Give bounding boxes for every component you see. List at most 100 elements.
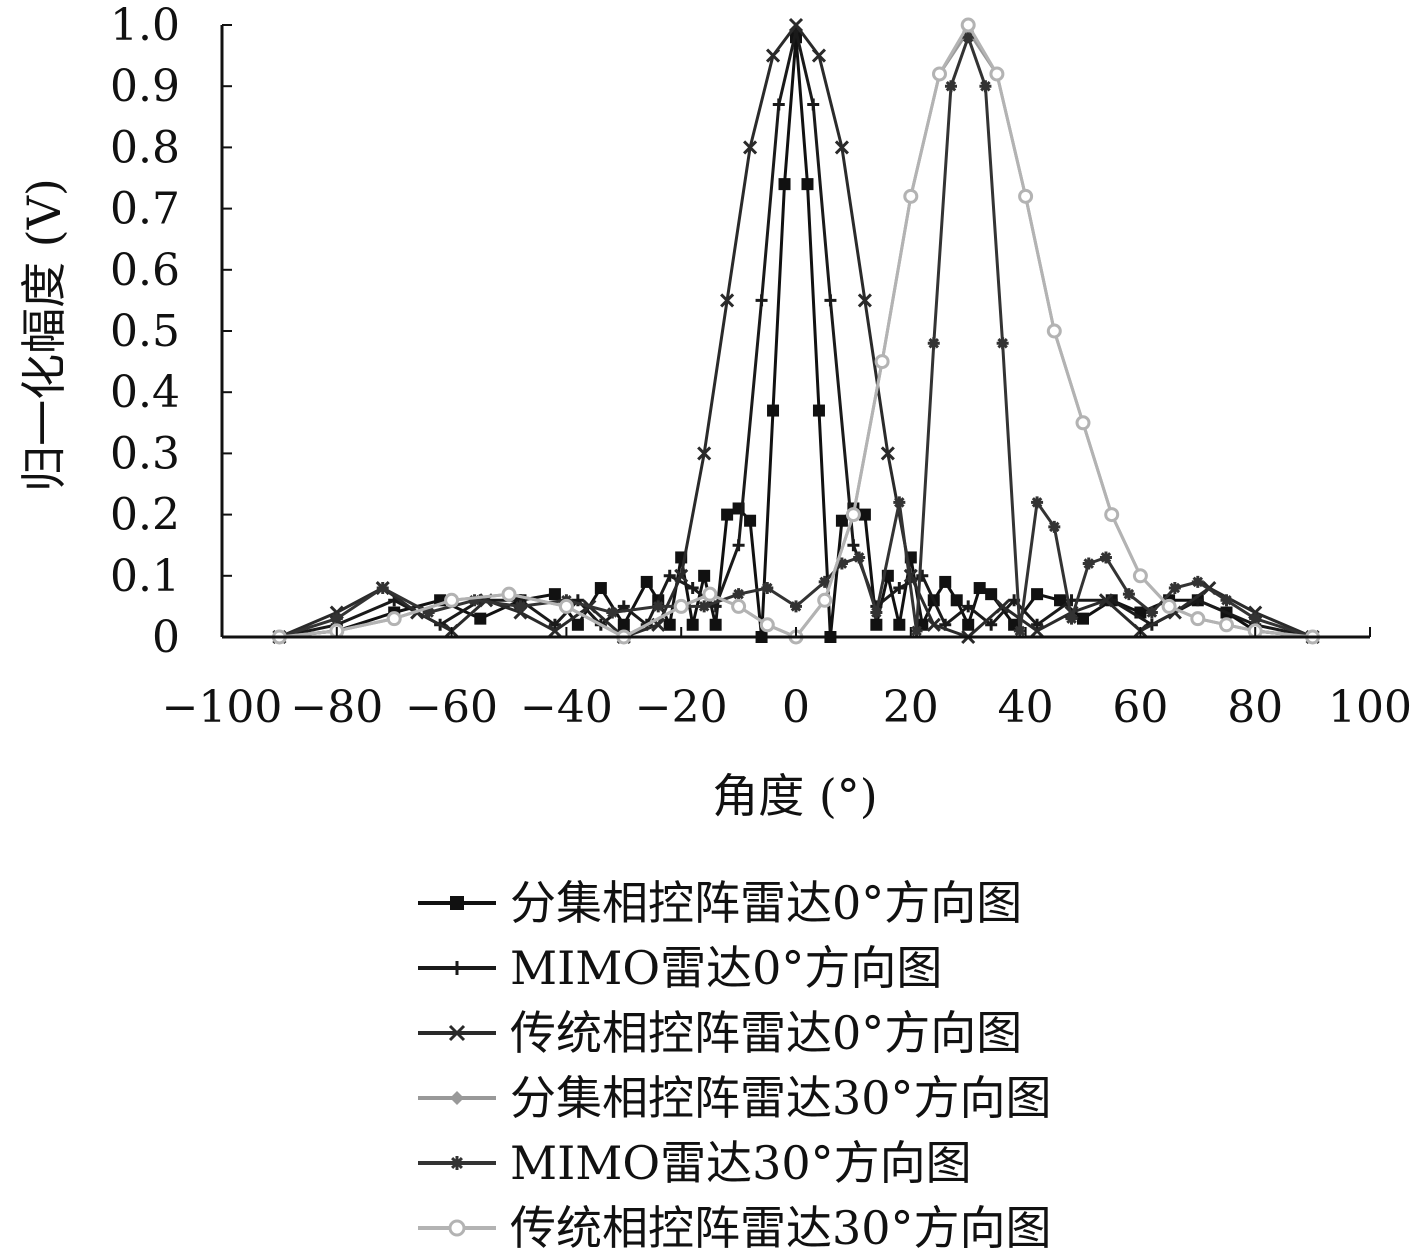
- data-point: [422, 606, 435, 619]
- data-point: [870, 606, 883, 619]
- legend-label: 分集相控阵雷达30°方向图: [510, 1071, 1052, 1125]
- data-point: [606, 606, 619, 619]
- x-tick-label: 0: [782, 682, 810, 733]
- data-point: [834, 140, 849, 155]
- data-point: [939, 575, 952, 588]
- data-point: [847, 539, 860, 552]
- data-point: [853, 551, 866, 564]
- y-tick-label: 0.8: [110, 122, 180, 173]
- legend-label: 传统相控阵雷达30°方向图: [510, 1201, 1052, 1255]
- data-point: [640, 575, 653, 588]
- data-point: [698, 600, 711, 613]
- x-tick-label: −60: [405, 682, 498, 733]
- y-tick-label: 0: [152, 612, 180, 663]
- series-3: [272, 17, 1320, 645]
- x-tick-label: 80: [1227, 682, 1283, 733]
- x-tick-label: −80: [290, 682, 383, 733]
- x-tick-label: 20: [883, 682, 939, 733]
- data-point: [386, 611, 402, 627]
- data-point: [1013, 624, 1026, 637]
- data-point: [1220, 594, 1233, 607]
- data-point: [835, 557, 848, 570]
- data-point: [721, 508, 734, 521]
- data-point: [732, 588, 745, 601]
- x-ticks: −100 −80 −60 −40 −20 0 20 40 60 80 100: [162, 627, 1412, 733]
- y-axis-title: 归一化幅度 (V): [17, 178, 71, 492]
- data-point: [962, 618, 975, 631]
- data-point: [709, 618, 722, 631]
- x-tick-label: −40: [520, 682, 613, 733]
- y-tick-label: 1.0: [110, 0, 180, 51]
- data-point: [1145, 606, 1158, 619]
- data-point: [812, 404, 825, 417]
- data-point: [720, 293, 735, 308]
- data-point: [663, 569, 676, 582]
- legend-item: MIMO雷达0°方向图: [418, 941, 942, 995]
- legend: 分集相控阵雷达0°方向图 MIMO雷达0°方向图传统相控阵雷达0°方向图分集相控阵…: [418, 876, 1052, 1255]
- data-point: [1054, 594, 1067, 607]
- data-point: [880, 446, 895, 461]
- data-point: [950, 594, 963, 607]
- data-point: [1082, 557, 1095, 570]
- data-point: [673, 598, 689, 614]
- data-point: [801, 178, 814, 191]
- data-point: [995, 599, 1010, 614]
- data-point: [893, 582, 906, 595]
- data-point: [858, 508, 871, 521]
- y-ticks: 0 0.1 0.2 0.3 0.4 0.5 0.6 0.7 0.8 0.9 1.0: [110, 0, 232, 663]
- data-point: [674, 568, 689, 583]
- data-point: [444, 592, 460, 608]
- data-point: [788, 17, 804, 33]
- series-4: [273, 25, 1319, 643]
- data-point: [767, 404, 780, 417]
- data-point: [1191, 575, 1204, 588]
- data-point: [686, 582, 699, 595]
- data-point: [450, 896, 464, 910]
- y-tick-label: 0.9: [110, 61, 180, 112]
- series-2: [273, 25, 1319, 643]
- data-point: [870, 618, 883, 631]
- data-point: [893, 618, 906, 631]
- legend-label: 传统相控阵雷达0°方向图: [510, 1006, 1022, 1060]
- y-tick-label: 0.7: [110, 184, 180, 235]
- data-point: [448, 1024, 466, 1042]
- data-point: [1104, 507, 1120, 523]
- data-point: [1065, 612, 1078, 625]
- data-point: [617, 618, 630, 631]
- data-point: [811, 48, 827, 63]
- data-point: [996, 337, 1009, 350]
- series-line: [278, 22, 1314, 639]
- y-tick-label: 0.2: [110, 490, 180, 541]
- data-point: [893, 496, 906, 509]
- data-point: [501, 586, 517, 602]
- data-point: [594, 582, 607, 595]
- data-point: [1030, 623, 1045, 638]
- data-point: [1099, 551, 1112, 564]
- data-point: [663, 618, 676, 631]
- data-point: [817, 592, 833, 608]
- data-point: [1161, 598, 1177, 614]
- data-point: [731, 598, 747, 614]
- legend-item: 传统相控阵雷达0°方向图: [418, 1006, 1022, 1060]
- series-line: [278, 32, 1314, 639]
- data-point: [962, 31, 975, 44]
- data-point: [1249, 612, 1262, 625]
- data-point: [1122, 588, 1135, 601]
- x-axis-title: 角度 (°): [712, 769, 878, 823]
- data-point: [761, 582, 774, 595]
- data-point: [903, 568, 918, 583]
- y-tick-label: 0.4: [110, 367, 180, 418]
- data-point: [448, 1219, 466, 1237]
- data-point: [1018, 188, 1034, 204]
- data-point: [1048, 520, 1061, 533]
- data-point: [1031, 496, 1044, 509]
- data-point: [744, 514, 757, 527]
- legend-item: 分集相控阵雷达30°方向图: [418, 1071, 1052, 1125]
- data-point: [765, 48, 781, 63]
- data-point: [547, 623, 562, 638]
- data-point: [759, 617, 775, 633]
- data-point: [548, 588, 561, 601]
- data-point: [743, 140, 758, 155]
- data-point: [962, 600, 975, 613]
